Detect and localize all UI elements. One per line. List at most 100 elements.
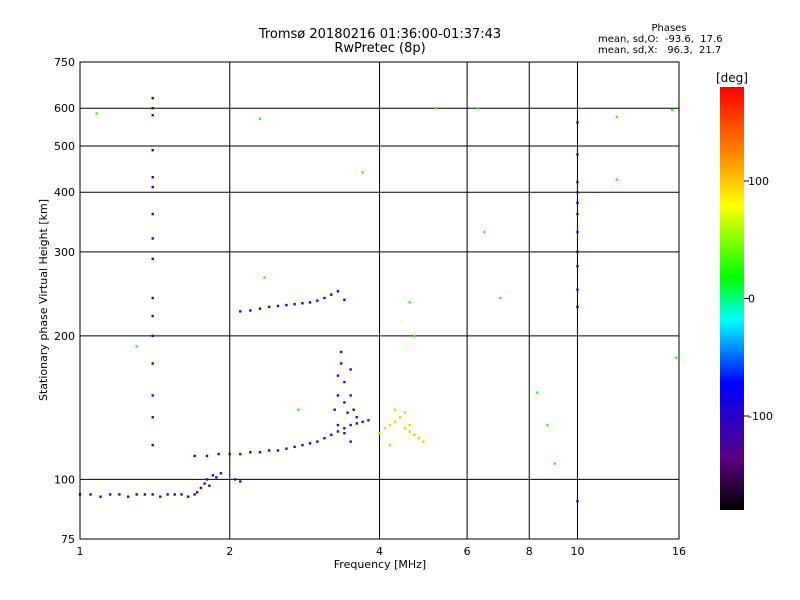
data-point: [239, 452, 242, 456]
data-point: [205, 454, 209, 458]
data-point: [151, 185, 154, 189]
x-tick-label: 6: [464, 545, 471, 558]
data-point: [151, 334, 154, 338]
data-point: [576, 121, 579, 124]
data-point: [180, 493, 183, 496]
data-point: [151, 148, 154, 152]
data-point: [293, 445, 296, 449]
data-point: [367, 419, 370, 422]
data-point: [553, 462, 556, 465]
data-point: [285, 303, 288, 307]
data-point: [398, 416, 402, 419]
data-point: [276, 449, 280, 452]
data-point: [670, 108, 674, 112]
data-point: [336, 290, 340, 293]
data-point: [151, 176, 154, 179]
data-point: [211, 474, 215, 477]
x-tick-label: 10: [570, 545, 584, 558]
colorbar-tick-label: 100: [748, 175, 769, 188]
data-point: [378, 431, 381, 435]
data-point: [403, 411, 407, 414]
data-point: [215, 476, 218, 479]
data-point: [217, 452, 220, 456]
data-point: [330, 433, 333, 437]
data-point: [151, 493, 154, 496]
colorbar-ticks: 100 0 -100: [744, 175, 773, 423]
data-point: [361, 171, 364, 174]
colorbar-tick-label: -100: [748, 410, 773, 423]
data-point: [151, 96, 154, 100]
x-tick-label: 4: [376, 545, 383, 558]
y-tick-label: 750: [54, 56, 75, 69]
x-tick-label: 1: [77, 545, 84, 558]
data-point: [249, 451, 252, 454]
data-point: [349, 440, 352, 443]
data-point: [349, 423, 352, 427]
data-point: [352, 408, 355, 411]
x-axis: 1 2 4 6 8 10 16: [77, 545, 687, 558]
stats-o-mode: mean, sd,O: -93.6, 17.6: [598, 34, 723, 45]
data-point: [249, 309, 252, 312]
data-points: [78, 96, 678, 503]
data-point: [151, 443, 154, 447]
data-point: [316, 299, 319, 302]
data-point: [151, 237, 154, 240]
x-axis-label: Frequency [MHz]: [334, 558, 426, 571]
data-point: [393, 420, 397, 424]
data-point: [336, 423, 340, 427]
data-point: [403, 427, 407, 430]
y-tick-label: 400: [54, 186, 75, 199]
data-point: [151, 296, 154, 300]
data-point: [258, 451, 262, 454]
data-point: [233, 478, 237, 481]
y-tick-label: 300: [54, 246, 75, 259]
data-point: [576, 180, 579, 184]
grid-lines: [80, 62, 679, 539]
y-tick-label: 500: [54, 140, 75, 153]
data-point: [258, 307, 262, 310]
data-point: [323, 437, 326, 440]
data-point: [576, 250, 579, 254]
data-point: [301, 302, 304, 305]
data-point: [576, 264, 579, 268]
data-point: [203, 482, 206, 485]
data-point: [388, 443, 392, 447]
stats-heading: Phases: [651, 23, 687, 34]
data-point: [417, 437, 421, 440]
data-point: [297, 408, 300, 411]
data-point: [483, 230, 486, 234]
data-point: [413, 433, 416, 437]
data-point: [258, 117, 262, 121]
colorbar-tick-label: 0: [748, 293, 755, 306]
stats-x-mode: mean, sd,X: 96.3, 21.7: [598, 45, 722, 56]
data-point: [301, 443, 304, 447]
data-point: [151, 416, 154, 419]
data-point: [195, 491, 199, 494]
data-point: [151, 394, 154, 397]
data-point: [205, 478, 209, 481]
x-tick-label: 16: [672, 545, 686, 558]
data-point: [336, 430, 340, 433]
y-tick-label: 100: [54, 473, 75, 486]
data-point: [118, 493, 121, 496]
data-point: [343, 380, 346, 384]
data-point: [355, 422, 358, 425]
data-point: [576, 500, 579, 503]
data-point: [239, 480, 242, 483]
data-point: [343, 431, 346, 435]
data-point: [408, 430, 411, 433]
data-point: [336, 374, 340, 377]
data-point: [576, 230, 579, 234]
data-point: [99, 495, 102, 498]
data-point: [343, 427, 346, 430]
chart-subtitle: RwPretec (8p): [334, 41, 426, 56]
data-point: [285, 447, 288, 450]
data-point: [186, 495, 190, 498]
data-point: [293, 302, 296, 306]
data-point: [408, 301, 411, 304]
data-point: [173, 493, 176, 496]
data-point: [239, 310, 242, 313]
data-point: [127, 495, 130, 498]
data-point: [108, 493, 112, 496]
